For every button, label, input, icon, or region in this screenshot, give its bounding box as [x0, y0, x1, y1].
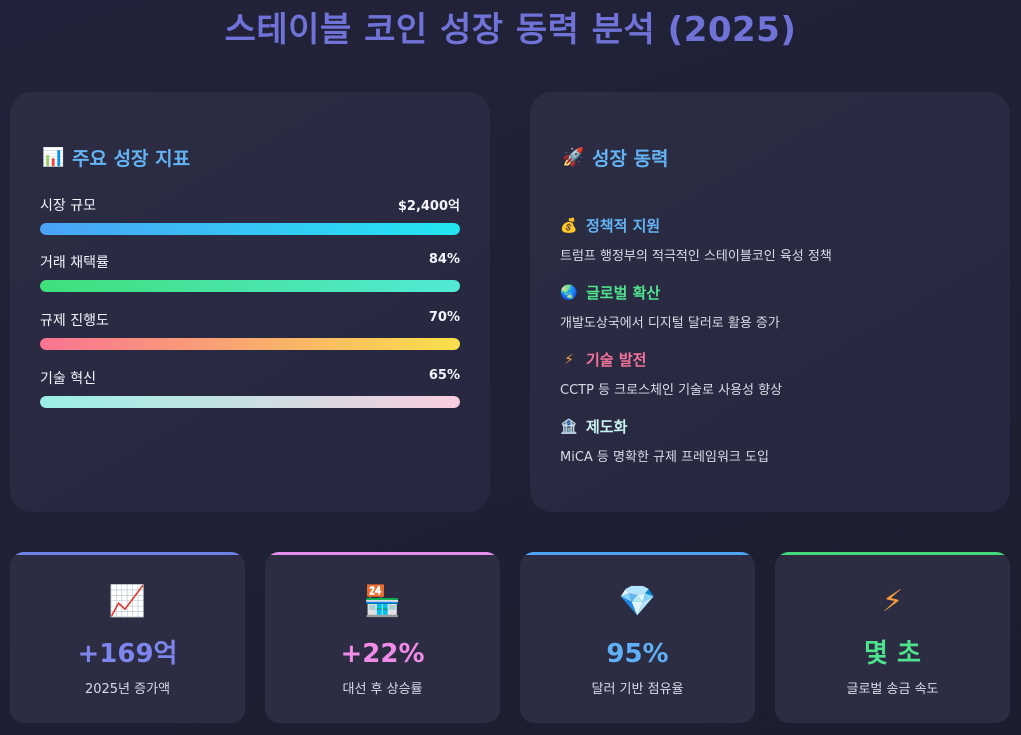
- stat-value: +22%: [340, 639, 425, 669]
- metric-value: 65%: [428, 368, 460, 383]
- stat-card-dollar-share: 💎 95% 달러 기반 점유율: [520, 552, 755, 723]
- chart-increasing-icon: 📈: [108, 584, 147, 619]
- metric-value: 70%: [428, 310, 460, 325]
- convenience-store-icon: 🏪: [363, 584, 402, 619]
- stat-card-accent: [10, 552, 245, 555]
- bank-icon: 🏦: [560, 418, 578, 435]
- driver-institutionalization: 🏦 제도화 MiCA 등 명확한 규제 프레임워크 도입: [560, 416, 980, 465]
- stat-card-increase: 📈 +169억 2025년 증가액: [10, 552, 245, 723]
- driver-title: 기술 발전: [586, 351, 647, 369]
- lightning-icon: ⚡: [564, 351, 574, 368]
- driver-description: MiCA 등 명확한 규제 프레임워크 도입: [560, 450, 769, 465]
- driver-title: 제도화: [586, 418, 628, 436]
- page-title: 스테이블 코인 성장 동력 분석 (2025): [224, 10, 797, 50]
- metric-bar-track: [40, 223, 460, 235]
- metric-market-size: 시장 규모 $2,400억: [40, 195, 460, 235]
- stat-label: 대선 후 상승률: [342, 682, 423, 697]
- driver-title: 정책적 지원: [586, 217, 661, 235]
- driver-global-expansion: 🌏 글로벌 확산 개발도상국에서 디지털 달러로 활용 증가: [560, 282, 980, 331]
- metric-tech-innovation: 기술 혁신 65%: [40, 368, 460, 408]
- driver-policy-support: 💰 정책적 지원 트럼프 행정부의 적극적인 스테이블코인 육성 정책: [560, 215, 980, 264]
- metric-label: 시장 규모: [40, 198, 96, 214]
- metric-bar-track: [40, 338, 460, 350]
- metric-value: 84%: [428, 252, 460, 267]
- drivers-panel: 🚀 성장 동력 💰 정책적 지원 트럼프 행정부의 적극적인 스테이블코인 육성…: [530, 92, 1010, 512]
- metrics-panel-heading: 📊 주요 성장 지표: [42, 144, 190, 171]
- stat-label: 글로벌 송금 속도: [846, 682, 939, 697]
- metrics-panel: 📊 주요 성장 지표 시장 규모 $2,400억 거래 채택률 84% 규제 진…: [10, 92, 490, 512]
- stat-card-transfer-speed: ⚡ 몇 초 글로벌 송금 속도: [775, 552, 1010, 723]
- stat-value: +169억: [77, 639, 178, 669]
- metric-adoption-rate: 거래 채택률 84%: [40, 252, 460, 292]
- stat-label: 2025년 증가액: [84, 682, 171, 697]
- metric-bar-track: [40, 396, 460, 408]
- stat-card-accent: [265, 552, 500, 555]
- stat-card-rise-rate: 🏪 +22% 대선 후 상승률: [265, 552, 500, 723]
- metric-bar-fill: [40, 223, 460, 235]
- metric-bar-fill: [40, 338, 460, 350]
- driver-title: 글로벌 확산: [586, 284, 661, 302]
- driver-description: 개발도상국에서 디지털 달러로 활용 증가: [560, 316, 780, 331]
- metric-label: 거래 채택률: [40, 255, 109, 271]
- metric-label: 기술 혁신: [40, 371, 96, 387]
- drivers-panel-title: 성장 동력: [592, 148, 669, 170]
- metric-bar-fill: [40, 280, 460, 292]
- stat-value: 몇 초: [864, 639, 921, 669]
- stat-label: 달러 기반 점유율: [591, 682, 684, 697]
- lightning-icon: ⚡: [881, 584, 904, 619]
- stat-card-accent: [775, 552, 1010, 555]
- metric-value: $2,400억: [397, 199, 460, 214]
- globe-icon: 🌏: [560, 284, 578, 301]
- metrics-panel-title: 주요 성장 지표: [72, 148, 191, 170]
- driver-description: CCTP 등 크로스체인 기술로 사용성 향상: [560, 383, 783, 398]
- metric-label: 규제 진행도: [40, 313, 109, 329]
- money-bag-icon: 💰: [560, 217, 578, 234]
- drivers-panel-heading: 🚀 성장 동력: [562, 144, 669, 171]
- driver-description: 트럼프 행정부의 적극적인 스테이블코인 육성 정책: [560, 249, 832, 264]
- driver-tech-development: ⚡ 기술 발전 CCTP 등 크로스체인 기술로 사용성 향상: [560, 349, 980, 398]
- stat-card-accent: [520, 552, 755, 555]
- metric-bar-fill: [40, 396, 460, 408]
- metric-bar-track: [40, 280, 460, 292]
- bar-chart-icon: 📊: [42, 147, 65, 168]
- rocket-icon: 🚀: [562, 147, 585, 168]
- metric-regulation-progress: 규제 진행도 70%: [40, 310, 460, 350]
- gem-icon: 💎: [618, 584, 657, 619]
- stat-value: 95%: [606, 639, 669, 669]
